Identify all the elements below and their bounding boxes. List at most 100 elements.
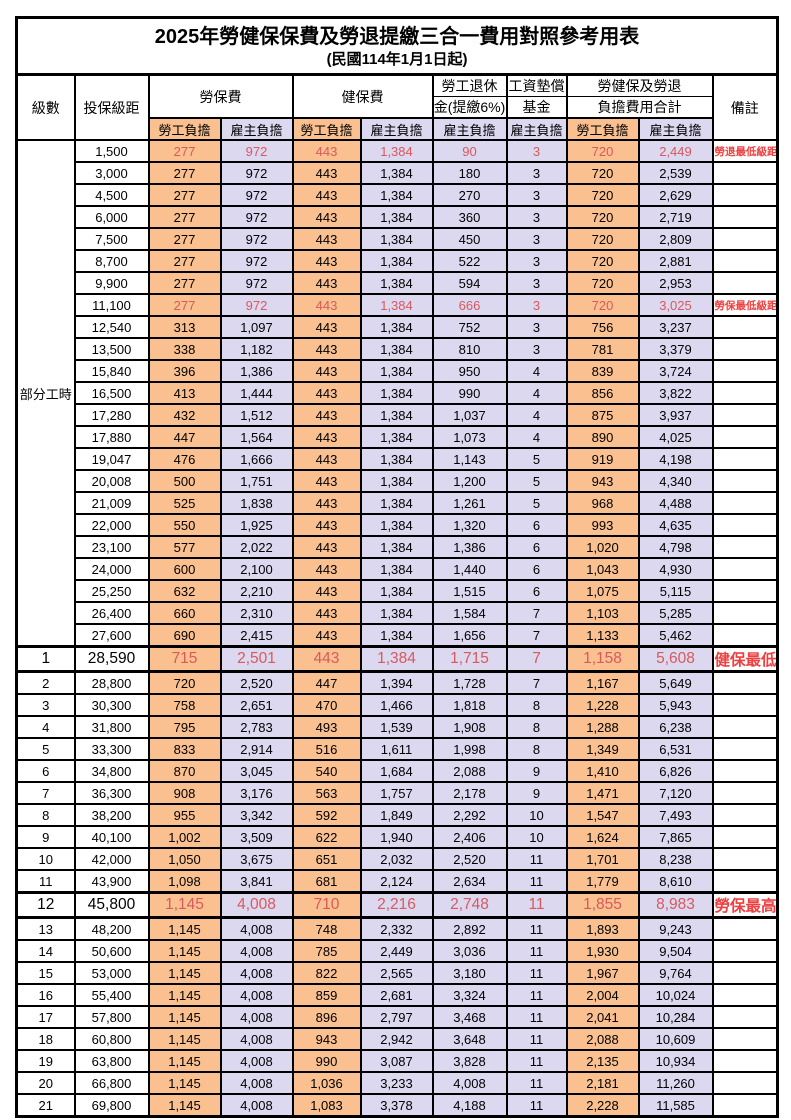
cell-wage-fund-employer: 11 bbox=[505, 916, 568, 941]
table-row: 6,000 277 972 443 1,384 360 3 720 2,719 bbox=[17, 205, 779, 229]
cell-labor-employer: 4,008 bbox=[219, 961, 294, 985]
cell-labor-employee: 1,145 bbox=[147, 939, 222, 963]
cell-health-employee: 443 bbox=[291, 161, 362, 185]
cell-wage-fund-employer: 10 bbox=[505, 803, 568, 827]
cell-bracket: 36,300 bbox=[73, 781, 150, 805]
cell-bracket: 4,500 bbox=[73, 183, 150, 207]
cell-health-employer: 3,378 bbox=[359, 1093, 434, 1118]
cell-remark bbox=[711, 983, 779, 1007]
cell-pension-employer: 2,178 bbox=[431, 781, 508, 805]
cell-labor-employer: 2,914 bbox=[219, 737, 294, 761]
cell-wage-fund-employer: 4 bbox=[505, 359, 568, 383]
cell-labor-employer: 4,008 bbox=[219, 916, 294, 941]
cell-labor-employee: 1,145 bbox=[147, 961, 222, 985]
cell-labor-employee: 1,145 bbox=[147, 1005, 222, 1029]
cell-total-employee: 2,004 bbox=[565, 983, 640, 1007]
cell-labor-employee: 1,145 bbox=[147, 983, 222, 1007]
cell-bracket: 30,300 bbox=[73, 693, 150, 717]
cell-labor-employer: 1,182 bbox=[219, 337, 294, 361]
cell-labor-employer: 2,783 bbox=[219, 715, 294, 739]
col-header-level: 級數 bbox=[15, 73, 76, 141]
cell-total-employer: 4,635 bbox=[637, 513, 714, 537]
cell-labor-employer: 1,097 bbox=[219, 315, 294, 339]
cell-health-employer: 1,384 bbox=[359, 623, 434, 648]
cell-bracket: 69,800 bbox=[73, 1093, 150, 1118]
cell-total-employer: 6,238 bbox=[637, 715, 714, 739]
cell-health-employee: 710 bbox=[291, 891, 362, 919]
cell-health-employee: 1,083 bbox=[291, 1093, 362, 1118]
cell-bracket: 55,400 bbox=[73, 983, 150, 1007]
cell-remark bbox=[711, 249, 779, 273]
cell-total-employee: 943 bbox=[565, 469, 640, 493]
cell-total-employer: 2,539 bbox=[637, 161, 714, 185]
cell-wage-fund-employer: 8 bbox=[505, 715, 568, 739]
table-row: 27,600 690 2,415 443 1,384 1,656 7 1,133 5,462 bbox=[17, 623, 779, 648]
cell-pension-employer: 90 bbox=[431, 139, 508, 163]
cell-labor-employer: 3,045 bbox=[219, 759, 294, 783]
cell-level: 4 bbox=[15, 715, 76, 739]
cell-total-employer: 7,493 bbox=[637, 803, 714, 827]
cell-wage-fund-employer: 7 bbox=[505, 645, 568, 673]
cell-remark bbox=[711, 670, 779, 695]
cell-labor-employee: 600 bbox=[147, 557, 222, 581]
cell-total-employee: 839 bbox=[565, 359, 640, 383]
cell-remark bbox=[711, 513, 779, 537]
cell-bracket: 1,500 bbox=[73, 139, 150, 163]
cell-labor-employer: 4,008 bbox=[219, 939, 294, 963]
table-row: 21,009 525 1,838 443 1,384 1,261 5 968 4,488 bbox=[17, 491, 779, 515]
part-time-merged-cell: 部分工時 bbox=[15, 139, 76, 648]
cell-labor-employer: 1,386 bbox=[219, 359, 294, 383]
cell-total-employee: 919 bbox=[565, 447, 640, 471]
cell-labor-employer: 972 bbox=[219, 161, 294, 185]
cell-level: 17 bbox=[15, 1005, 76, 1029]
cell-remark bbox=[711, 1005, 779, 1029]
cell-labor-employee: 277 bbox=[147, 249, 222, 273]
cell-total-employee: 720 bbox=[565, 205, 640, 229]
cell-labor-employee: 277 bbox=[147, 205, 222, 229]
cell-wage-fund-employer: 5 bbox=[505, 491, 568, 515]
cell-remark bbox=[711, 623, 779, 648]
cell-remark bbox=[711, 205, 779, 229]
cell-labor-employer: 1,751 bbox=[219, 469, 294, 493]
cell-pension-employer: 1,320 bbox=[431, 513, 508, 537]
cell-health-employer: 1,384 bbox=[359, 227, 434, 251]
cell-remark bbox=[711, 869, 779, 894]
cell-wage-fund-employer: 7 bbox=[505, 623, 568, 648]
cell-bracket: 17,880 bbox=[73, 425, 150, 449]
cell-labor-employer: 972 bbox=[219, 227, 294, 251]
cell-total-employer: 6,531 bbox=[637, 737, 714, 761]
cell-labor-employer: 1,564 bbox=[219, 425, 294, 449]
cell-bracket: 33,300 bbox=[73, 737, 150, 761]
cell-remark bbox=[711, 469, 779, 493]
cell-health-employer: 1,384 bbox=[359, 205, 434, 229]
cell-health-employer: 1,384 bbox=[359, 601, 434, 625]
cell-total-employer: 10,024 bbox=[637, 983, 714, 1007]
cell-labor-employee: 525 bbox=[147, 491, 222, 515]
cell-remark: 勞保最低級距 bbox=[711, 293, 779, 317]
cell-bracket: 53,000 bbox=[73, 961, 150, 985]
cell-labor-employee: 632 bbox=[147, 579, 222, 603]
cell-bracket: 22,000 bbox=[73, 513, 150, 537]
cell-health-employer: 1,384 bbox=[359, 381, 434, 405]
cell-total-employee: 2,041 bbox=[565, 1005, 640, 1029]
cell-total-employer: 4,930 bbox=[637, 557, 714, 581]
cell-total-employer: 5,943 bbox=[637, 693, 714, 717]
cell-health-employee: 516 bbox=[291, 737, 362, 761]
table-title-cell: 2025年勞健保保費及勞退提繳三合一費用對照參考用表 (民國114年1月1日起) bbox=[15, 16, 779, 76]
cell-pension-employer: 1,715 bbox=[431, 645, 508, 673]
table-row: 7,500 277 972 443 1,384 450 3 720 2,809 bbox=[17, 227, 779, 251]
cell-labor-employer: 1,444 bbox=[219, 381, 294, 405]
cell-remark bbox=[711, 535, 779, 559]
cell-bracket: 17,280 bbox=[73, 403, 150, 427]
cell-total-employee: 1,779 bbox=[565, 869, 640, 894]
cell-health-employee: 990 bbox=[291, 1049, 362, 1073]
cell-total-employee: 1,075 bbox=[565, 579, 640, 603]
table-row: 19,047 476 1,666 443 1,384 1,143 5 919 4,198 bbox=[17, 447, 779, 471]
cell-health-employee: 443 bbox=[291, 139, 362, 163]
cell-total-employer: 6,826 bbox=[637, 759, 714, 783]
cell-labor-employer: 1,666 bbox=[219, 447, 294, 471]
cell-level: 5 bbox=[15, 737, 76, 761]
cell-remark: 健保最低級距 bbox=[711, 645, 779, 673]
cell-health-employee: 470 bbox=[291, 693, 362, 717]
cell-health-employer: 1,384 bbox=[359, 491, 434, 515]
